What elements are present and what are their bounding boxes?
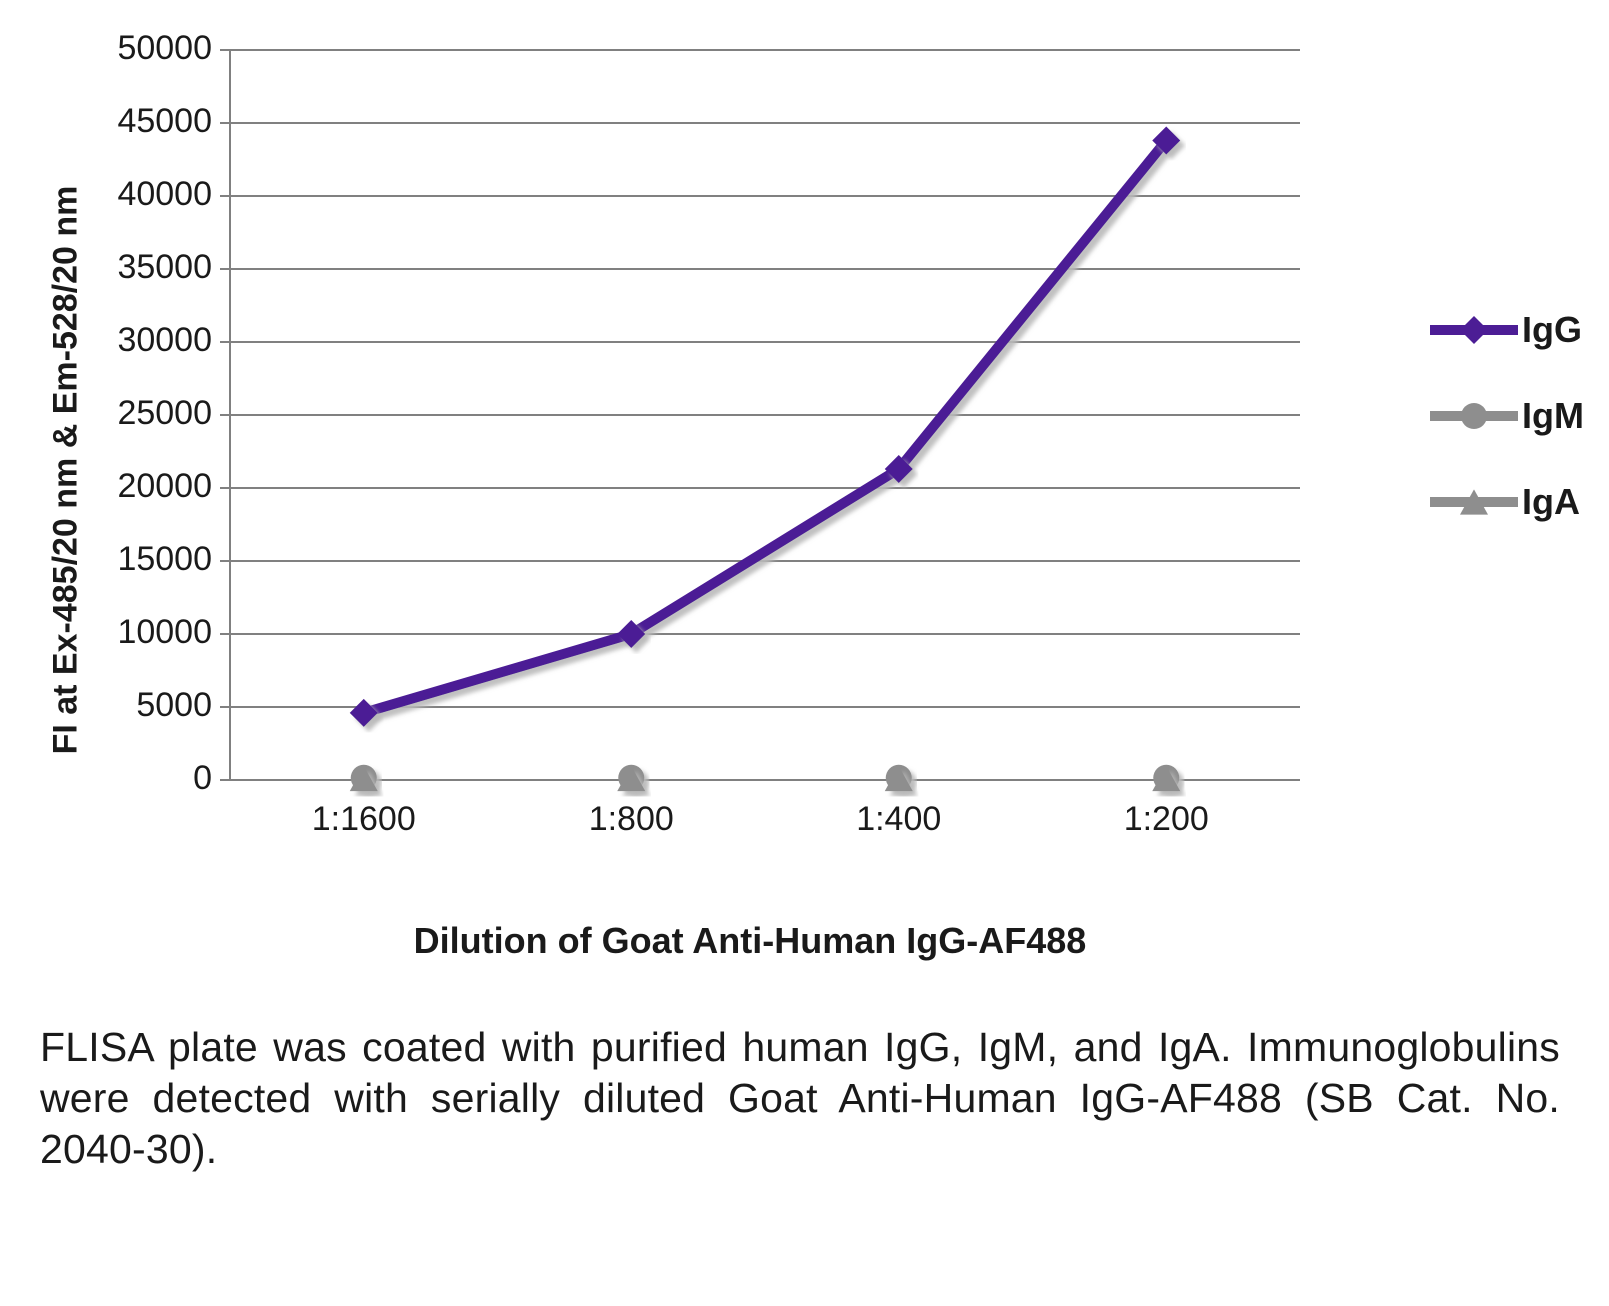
y-tick-label: 20000	[117, 467, 212, 505]
y-tick-label: 40000	[117, 175, 212, 213]
chart-wrap: FI at Ex-485/20 nm & Em-528/20 nm 0 5000 1…	[40, 30, 1400, 962]
legend-swatch	[1430, 482, 1518, 522]
chart-area: FI at Ex-485/20 nm & Em-528/20 nm 0 5000 1…	[40, 30, 1569, 962]
x-tick-label: 1:200	[1124, 800, 1209, 838]
legend-item-iga: IgA	[1430, 482, 1584, 522]
y-tick-label: 5000	[136, 686, 212, 724]
x-tick-label: 1:800	[589, 800, 674, 838]
x-axis-title: Dilution of Goat Anti-Human IgG-AF488	[100, 920, 1400, 962]
x-tick-label: 1:1600	[312, 800, 416, 838]
legend-label: IgG	[1522, 309, 1582, 351]
y-tick-label: 0	[193, 759, 212, 797]
legend-label: IgM	[1522, 395, 1584, 437]
legend-item-igg: IgG	[1430, 310, 1584, 350]
line-chart: 0 5000 10000 15000 20000 25000 30000 35000 40000…	[40, 30, 1340, 900]
y-tick-label: 50000	[117, 30, 212, 67]
y-tick-label: 30000	[117, 321, 212, 359]
y-axis-title: FI at Ex-485/20 nm & Em-528/20 nm	[47, 186, 86, 755]
page-root: FI at Ex-485/20 nm & Em-528/20 nm 0 5000 1…	[0, 0, 1609, 1306]
y-tick-label: 45000	[117, 102, 212, 140]
series-marker-igg	[350, 699, 378, 727]
y-tick-label: 15000	[117, 540, 212, 578]
y-tick-label: 35000	[117, 248, 212, 286]
legend-item-igm: IgM	[1430, 396, 1584, 436]
legend: IgG IgM IgA	[1430, 310, 1584, 568]
series-line-igg	[364, 141, 1167, 713]
x-tick-label: 1:400	[856, 800, 941, 838]
caption-text: FLISA plate was coated with purified hum…	[40, 1022, 1560, 1174]
legend-swatch	[1430, 310, 1518, 350]
legend-swatch	[1430, 396, 1518, 436]
legend-label: IgA	[1522, 481, 1580, 523]
y-tick-label: 25000	[117, 394, 212, 432]
y-tick-label: 10000	[117, 613, 212, 651]
